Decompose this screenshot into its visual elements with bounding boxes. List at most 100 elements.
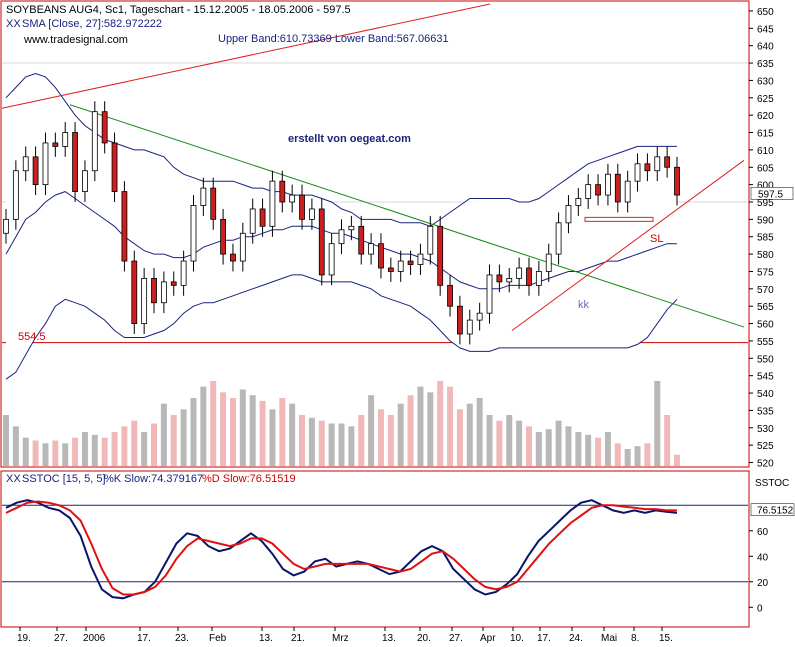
price-tick-label: 580 bbox=[757, 250, 774, 261]
candle-body bbox=[249, 208, 256, 234]
candle-body bbox=[476, 312, 483, 321]
candle-body bbox=[328, 243, 335, 276]
candle-body bbox=[407, 260, 414, 265]
date-tick-label: 20. bbox=[417, 633, 431, 644]
date-tick-label: 10. bbox=[510, 633, 524, 644]
candle-body bbox=[101, 111, 108, 144]
candle-body bbox=[91, 111, 98, 172]
stop-loss-zone bbox=[584, 216, 654, 222]
candle-body bbox=[644, 163, 651, 172]
volume-bar bbox=[81, 432, 88, 466]
upper-band-line bbox=[5, 72, 677, 227]
price-tick-label: 645 bbox=[757, 24, 774, 35]
volume-bar bbox=[170, 415, 177, 466]
candle-body bbox=[496, 274, 503, 283]
volume-bar bbox=[407, 395, 414, 466]
candle-body bbox=[269, 180, 276, 227]
candle-body bbox=[338, 229, 345, 245]
volume-bar bbox=[308, 417, 315, 466]
stoch-prefix: XX bbox=[6, 473, 21, 485]
source-label: www.tradesignal.com bbox=[23, 34, 128, 46]
date-tick-label: Mai bbox=[601, 633, 617, 644]
date-tick-label: 21. bbox=[291, 633, 305, 644]
candle-body bbox=[486, 274, 493, 314]
resistance-trendline bbox=[1, 3, 491, 109]
candle-body bbox=[605, 173, 611, 196]
trend-lines bbox=[1, 3, 745, 331]
price-tick-label: 560 bbox=[757, 320, 774, 331]
uptrend-line bbox=[511, 159, 745, 331]
price-tick-label: 590 bbox=[757, 215, 774, 226]
candle-body bbox=[151, 278, 157, 304]
candle-body bbox=[387, 267, 394, 272]
volume-bar bbox=[32, 440, 39, 466]
candle-body bbox=[585, 184, 592, 199]
candle-body bbox=[32, 156, 39, 186]
volume-bar bbox=[585, 434, 592, 466]
price-tick-label: 570 bbox=[757, 285, 774, 296]
volume-bar bbox=[456, 409, 463, 466]
price-tick-label: 540 bbox=[757, 389, 774, 400]
volume-bar bbox=[674, 454, 680, 466]
date-tick-label: 23. bbox=[175, 633, 189, 644]
candle-body bbox=[368, 243, 375, 255]
date-tick-label: Mrz bbox=[332, 633, 349, 644]
candle-body bbox=[466, 319, 473, 335]
volume-bar bbox=[121, 426, 128, 466]
date-tick-label: 17. bbox=[137, 633, 151, 644]
volume-bar bbox=[91, 434, 98, 466]
volume-bar bbox=[387, 415, 394, 466]
volume-bar bbox=[111, 432, 118, 466]
candle-body bbox=[634, 163, 641, 182]
volume-bar bbox=[634, 446, 641, 466]
price-tick-label: 635 bbox=[757, 59, 774, 70]
candle-body bbox=[437, 225, 444, 286]
volume-bar bbox=[427, 392, 434, 466]
candle-body bbox=[457, 305, 463, 335]
candle-body bbox=[131, 260, 138, 324]
volume-bar bbox=[535, 432, 542, 466]
date-tick-label: 13. bbox=[382, 633, 396, 644]
volume-bar bbox=[160, 403, 167, 466]
candle-body bbox=[358, 225, 365, 255]
price-tick-label: 610 bbox=[757, 146, 774, 157]
volume-bar bbox=[3, 415, 9, 466]
volume-bar bbox=[62, 443, 69, 466]
volume-bar bbox=[22, 437, 29, 466]
volume-bar bbox=[654, 381, 661, 466]
sma-prefix: XX bbox=[6, 18, 21, 30]
candle-body bbox=[230, 253, 236, 262]
date-tick-label: 13. bbox=[259, 633, 273, 644]
volume-bars bbox=[3, 381, 680, 466]
volume-bar bbox=[348, 426, 355, 466]
volume-bar bbox=[476, 398, 483, 466]
volume-bar bbox=[417, 386, 424, 466]
price-tick-label: 625 bbox=[757, 94, 774, 105]
candle-body bbox=[318, 208, 325, 276]
candle-body bbox=[595, 184, 601, 196]
kk-label: kk bbox=[578, 299, 590, 311]
candle-body bbox=[190, 205, 197, 262]
candle-body bbox=[3, 218, 9, 234]
candle-body bbox=[308, 208, 315, 220]
stoch-title: SSTOC [15, 5, 5] bbox=[22, 473, 106, 485]
candle-body bbox=[427, 225, 434, 255]
price-tick-label: 620 bbox=[757, 111, 774, 122]
volume-bar bbox=[180, 409, 187, 466]
chart-title: SOYBEANS AUG4, Sc1, Tageschart - 15.12.2… bbox=[6, 4, 351, 16]
date-tick-label: 2006 bbox=[83, 633, 106, 644]
candle-body bbox=[654, 156, 661, 172]
price-tick-label: 585 bbox=[757, 233, 774, 244]
stoch-lines bbox=[5, 499, 678, 600]
candle-body bbox=[42, 142, 49, 186]
candle-body bbox=[22, 156, 29, 172]
volume-bar bbox=[437, 381, 444, 466]
volume-bar bbox=[595, 437, 602, 466]
price-panel: 520 525 530 535 540 545 550 555 560 565 570 575 580 5… bbox=[0, 0, 794, 470]
price-tick-label: 595 bbox=[757, 198, 774, 209]
volume-bar bbox=[131, 420, 138, 466]
volume-bar bbox=[72, 437, 79, 466]
price-tick-label: 650 bbox=[757, 7, 774, 18]
volume-bar bbox=[614, 443, 621, 466]
